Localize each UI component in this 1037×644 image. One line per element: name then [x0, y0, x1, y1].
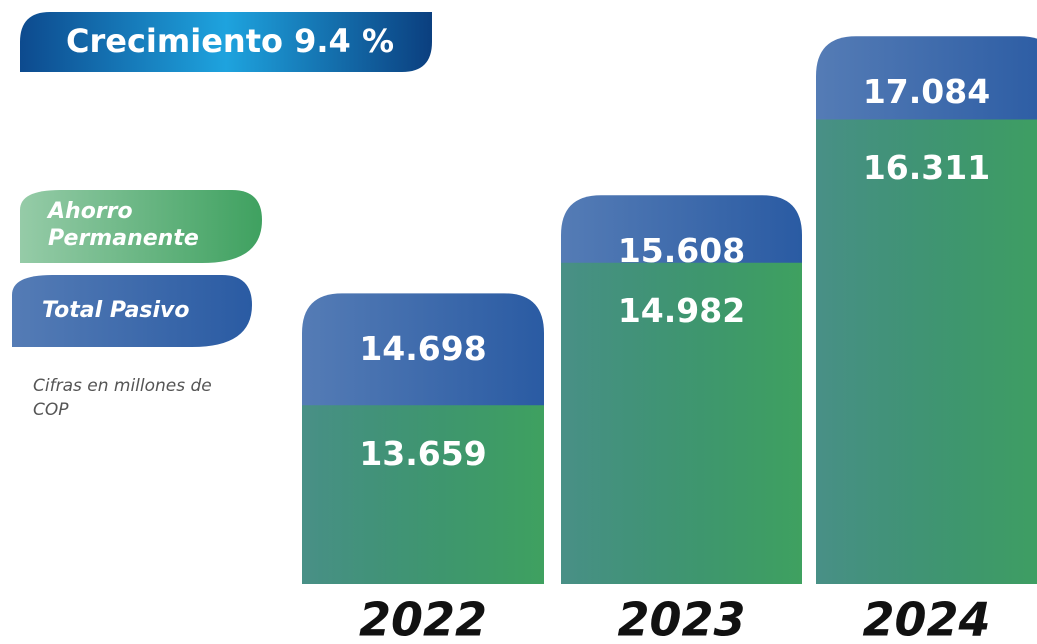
- note: Cifras en millones de COP: [33, 376, 212, 420]
- bar: [816, 119, 1037, 584]
- chart-title: Crecimiento 9.4 %: [66, 22, 394, 60]
- value-label: 14.698: [359, 329, 486, 368]
- legend-swatch: [20, 190, 262, 263]
- x-tick-label: 2023: [617, 593, 745, 644]
- x-tick-label: 2022: [359, 593, 487, 644]
- bar: [302, 405, 544, 584]
- value-label: 17.084: [863, 72, 990, 111]
- legend-label: Total Pasivo: [42, 298, 190, 323]
- value-label: 13.659: [359, 434, 486, 473]
- legend-swatch: [12, 275, 252, 347]
- title-banner: [20, 12, 432, 72]
- x-tick-label: 2024: [862, 593, 990, 644]
- value-label: 16.311: [863, 148, 990, 187]
- value-label: 14.982: [618, 291, 745, 330]
- legend-label: Ahorro Permanente: [48, 199, 199, 251]
- bar: [561, 262, 802, 584]
